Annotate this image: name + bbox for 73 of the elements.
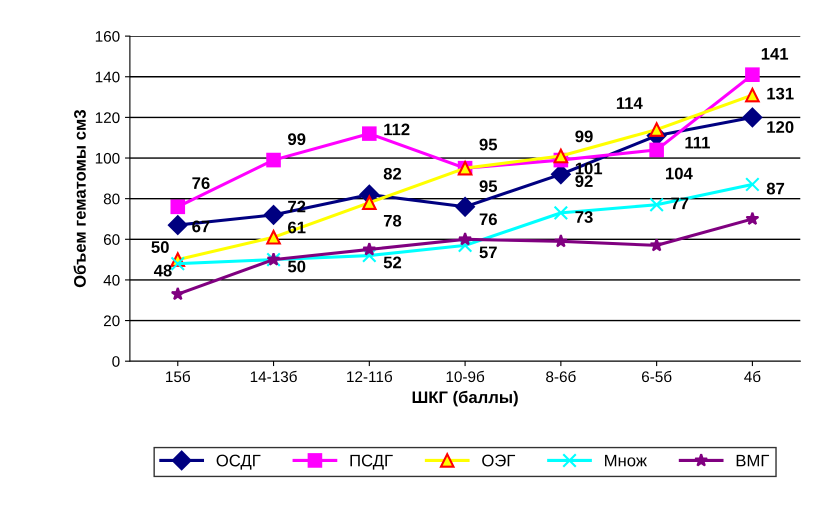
x-tick-label: 4б bbox=[744, 370, 760, 382]
point bbox=[264, 205, 284, 225]
point bbox=[650, 238, 664, 252]
data-label: 95 bbox=[480, 180, 498, 192]
point bbox=[649, 197, 664, 212]
y-tick-label: 0 bbox=[112, 356, 120, 367]
data-label: 112 bbox=[384, 124, 410, 136]
data-label: 73 bbox=[575, 211, 593, 223]
x-tick-label: 15б bbox=[166, 370, 190, 382]
point bbox=[745, 212, 760, 226]
data-label: 87 bbox=[766, 182, 784, 194]
point bbox=[745, 67, 760, 82]
data-label: 141 bbox=[762, 48, 788, 60]
y-tick-label: 20 bbox=[104, 315, 120, 326]
point bbox=[266, 230, 281, 245]
point bbox=[745, 177, 760, 192]
data-label: 92 bbox=[575, 175, 593, 188]
point bbox=[170, 256, 186, 271]
data-label: 99 bbox=[288, 133, 306, 146]
point bbox=[362, 248, 377, 263]
legend-label: ОЭГ bbox=[482, 454, 516, 466]
x-tick-label: 12-11б bbox=[347, 370, 392, 382]
legend-label: Множ bbox=[605, 454, 647, 466]
data-label: 52 bbox=[384, 256, 402, 268]
point bbox=[554, 234, 568, 248]
point bbox=[362, 126, 377, 141]
data-label: 95 bbox=[480, 138, 498, 150]
y-tick-label: 40 bbox=[104, 274, 120, 286]
data-label: 50 bbox=[151, 241, 169, 253]
x-axis-title: ШКГ (баллы) bbox=[412, 390, 518, 406]
y-tick-label: 60 bbox=[104, 234, 120, 245]
y-tick-label: 100 bbox=[96, 152, 120, 164]
y-tick-label: 120 bbox=[96, 112, 120, 124]
x-tick-label: 6-5б bbox=[642, 370, 672, 382]
data-label: 57 bbox=[479, 246, 497, 258]
data-label: 104 bbox=[666, 168, 693, 180]
y-tick-label: 160 bbox=[96, 30, 120, 42]
y-tick-label: 80 bbox=[104, 194, 120, 204]
data-label: 78 bbox=[384, 214, 402, 227]
x-tick-label: 8-6б bbox=[546, 370, 576, 382]
data-label: 114 bbox=[616, 97, 643, 109]
point bbox=[168, 215, 188, 235]
legend-label: ПСДГ bbox=[350, 454, 393, 470]
data-label: 131 bbox=[767, 88, 794, 100]
legend-label: ОСДГ bbox=[216, 454, 260, 470]
point bbox=[170, 286, 185, 300]
legend-label: ВМГ bbox=[736, 454, 770, 466]
data-label: 50 bbox=[288, 260, 306, 272]
point bbox=[362, 242, 376, 256]
data-label: 120 bbox=[767, 121, 794, 133]
data-label: 101 bbox=[576, 162, 602, 174]
y-axis-title: Объем гематомы см3 bbox=[73, 110, 86, 288]
point bbox=[554, 206, 568, 220]
point bbox=[455, 196, 475, 217]
point bbox=[742, 108, 762, 128]
data-label: 67 bbox=[192, 220, 210, 232]
point bbox=[266, 152, 281, 168]
x-tick-label: 14-13б bbox=[250, 370, 297, 382]
data-label: 76 bbox=[192, 177, 210, 190]
point bbox=[458, 232, 472, 246]
data-label: 82 bbox=[384, 168, 402, 180]
data-label: 99 bbox=[575, 130, 593, 142]
y-tick-label: 140 bbox=[96, 72, 120, 82]
point bbox=[362, 195, 377, 210]
point bbox=[170, 199, 186, 214]
data-label: 48 bbox=[154, 264, 172, 276]
point bbox=[649, 122, 664, 137]
point bbox=[649, 142, 664, 158]
point bbox=[554, 148, 568, 164]
data-label: 111 bbox=[685, 136, 710, 148]
point bbox=[745, 88, 760, 102]
x-tick-label: 10-9б bbox=[446, 370, 484, 382]
data-label: 76 bbox=[480, 213, 497, 226]
